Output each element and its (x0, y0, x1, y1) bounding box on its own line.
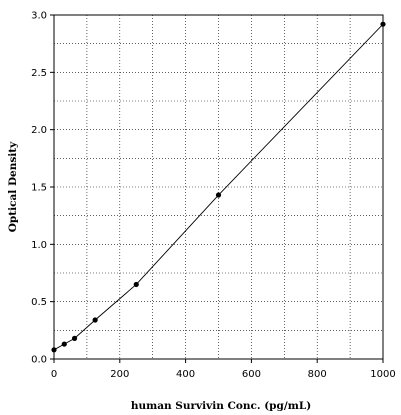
y-tick-label: 2.0 (31, 125, 47, 136)
y-axis-title: Optical Density (7, 141, 19, 232)
y-axis: 0.0 0.5 1.0 1.5 2.0 2.5 3.0 (31, 11, 54, 366)
data-point (133, 281, 139, 288)
y-tick-label: 1.0 (31, 240, 47, 251)
x-axis-title: human Survivin Conc. (pg/mL) (131, 400, 311, 412)
x-tick-label: 800 (308, 369, 327, 380)
x-axis: 0 200 400 600 800 1000 (51, 359, 396, 380)
data-point (92, 317, 98, 323)
data-point (61, 341, 67, 347)
y-tick-label: 0.5 (31, 297, 47, 308)
x-tick-label: 400 (176, 369, 195, 380)
x-tick-label: 200 (110, 369, 129, 380)
y-tick-label: 2.5 (31, 68, 47, 79)
x-tick-label: 1000 (370, 369, 395, 380)
x-tick-label: 600 (242, 369, 261, 380)
y-tick-label: 3.0 (31, 11, 47, 22)
plot-frame (53, 14, 384, 360)
data-point (71, 335, 78, 341)
data-point (215, 192, 222, 198)
data-points (51, 21, 386, 353)
y-tick-label: 0.0 (31, 355, 47, 366)
grid (54, 15, 383, 359)
y-tick-label: 1.5 (31, 183, 47, 194)
x-tick-label: 0 (51, 369, 57, 380)
